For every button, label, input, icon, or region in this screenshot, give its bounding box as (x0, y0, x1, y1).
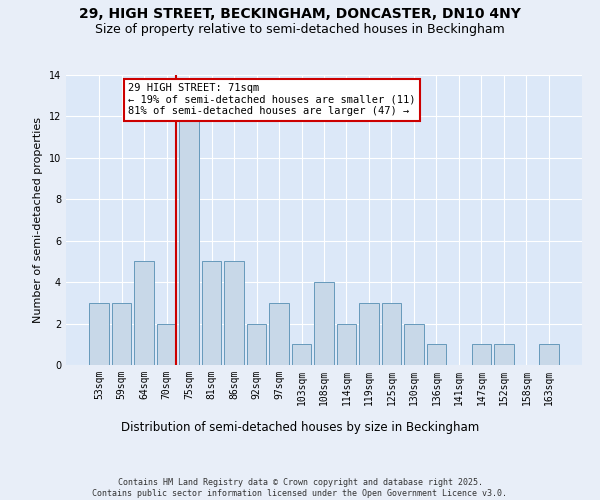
Bar (112, 303, 131, 365)
Bar (359, 303, 379, 365)
Bar (382, 303, 401, 365)
Bar (427, 344, 446, 365)
Text: Size of property relative to semi-detached houses in Beckingham: Size of property relative to semi-detach… (95, 22, 505, 36)
Text: Distribution of semi-detached houses by size in Beckingham: Distribution of semi-detached houses by … (121, 421, 479, 434)
Bar (134, 262, 154, 365)
Text: 29 HIGH STREET: 71sqm
← 19% of semi-detached houses are smaller (11)
81% of semi: 29 HIGH STREET: 71sqm ← 19% of semi-deta… (128, 84, 416, 116)
Text: Contains HM Land Registry data © Crown copyright and database right 2025.
Contai: Contains HM Land Registry data © Crown c… (92, 478, 508, 498)
Bar (89, 303, 109, 365)
Bar (404, 324, 424, 365)
Bar (202, 262, 221, 365)
Bar (247, 324, 266, 365)
Text: 29, HIGH STREET, BECKINGHAM, DONCASTER, DN10 4NY: 29, HIGH STREET, BECKINGHAM, DONCASTER, … (79, 8, 521, 22)
Y-axis label: Number of semi-detached properties: Number of semi-detached properties (33, 117, 43, 323)
Bar (179, 116, 199, 365)
Bar (539, 344, 559, 365)
Bar (494, 344, 514, 365)
Bar (292, 344, 311, 365)
Bar (472, 344, 491, 365)
Bar (157, 324, 176, 365)
Bar (314, 282, 334, 365)
Bar (269, 303, 289, 365)
Bar (224, 262, 244, 365)
Bar (337, 324, 356, 365)
